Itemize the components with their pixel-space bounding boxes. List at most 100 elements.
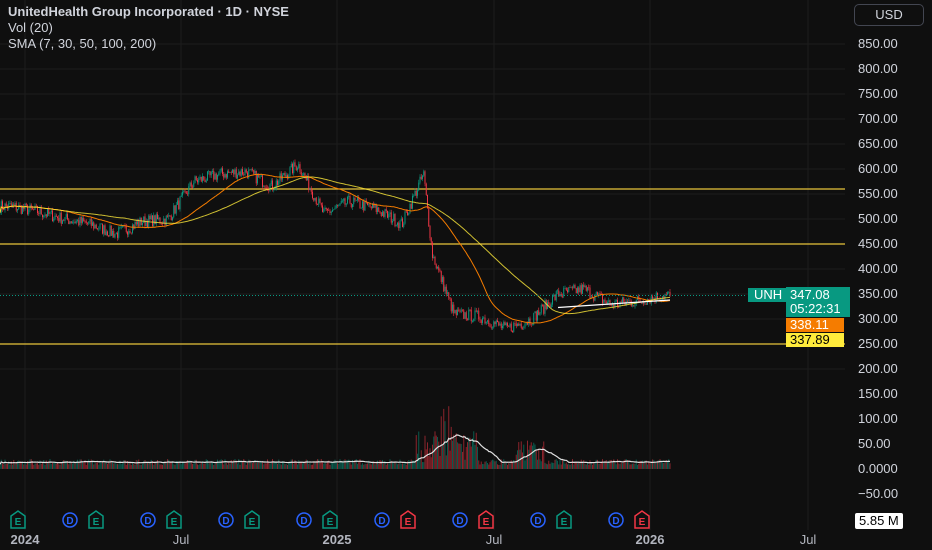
volume-bar xyxy=(212,462,213,469)
volume-bar xyxy=(89,460,91,469)
candle xyxy=(525,323,527,324)
candle xyxy=(532,324,533,326)
volume-bar xyxy=(589,460,591,469)
volume-bar xyxy=(397,464,398,469)
volume-bar xyxy=(94,463,96,469)
candle xyxy=(140,217,142,226)
candle xyxy=(323,209,325,212)
candle xyxy=(209,171,211,176)
price-axis-label: 550.00 xyxy=(858,186,898,201)
candle xyxy=(479,319,481,321)
candle xyxy=(355,200,357,201)
candle xyxy=(594,294,596,301)
volume-bar xyxy=(198,464,200,469)
candle xyxy=(373,203,375,208)
volume-bar xyxy=(648,461,650,469)
candle xyxy=(158,217,160,220)
volume-bar xyxy=(508,463,510,469)
volume-bar xyxy=(319,462,321,469)
dividend-letter: D xyxy=(456,516,463,527)
volume-bar xyxy=(153,464,155,469)
candle xyxy=(405,211,407,213)
candle xyxy=(439,270,441,272)
price-axis-label: 450.00 xyxy=(858,236,898,251)
candle xyxy=(454,310,456,314)
volume-bar xyxy=(297,464,298,469)
volume-bar xyxy=(597,459,598,469)
volume-bar xyxy=(389,459,391,469)
candle xyxy=(284,172,286,177)
candle xyxy=(329,210,331,214)
candle xyxy=(82,218,83,223)
sma-indicator-label[interactable]: SMA (7, 30, 50, 100, 200) xyxy=(8,36,157,51)
candle xyxy=(143,216,145,224)
candle xyxy=(32,207,33,209)
volume-bar xyxy=(662,462,663,469)
volume-bar xyxy=(217,459,218,469)
volume-bar xyxy=(463,435,465,469)
dividend-icon xyxy=(374,512,390,528)
candle xyxy=(97,228,98,230)
chart-legend: UnitedHealth Group Incorporated · 1D · N… xyxy=(8,4,289,52)
candle xyxy=(33,208,35,210)
candle xyxy=(332,209,333,212)
volume-bar xyxy=(52,462,53,469)
volume-bar xyxy=(253,462,255,469)
candle xyxy=(104,225,106,236)
volume-bar xyxy=(633,463,635,469)
candle xyxy=(389,212,391,215)
volume-bar xyxy=(305,459,307,469)
candle xyxy=(220,168,222,171)
volume-bar xyxy=(112,461,113,469)
candle xyxy=(294,162,296,167)
candle xyxy=(379,211,381,213)
candle xyxy=(563,288,565,297)
candle xyxy=(155,214,157,225)
candle xyxy=(544,300,546,314)
candle xyxy=(113,230,115,238)
candle xyxy=(322,205,323,212)
candle xyxy=(312,191,313,199)
candle xyxy=(609,300,611,304)
candle xyxy=(543,305,545,314)
candle xyxy=(552,296,553,305)
dividend-letter: D xyxy=(66,516,73,527)
volume-bar xyxy=(527,440,528,469)
candle xyxy=(108,235,110,237)
price-axis-label: 350.00 xyxy=(858,286,898,301)
candle xyxy=(109,225,111,237)
volume-bar xyxy=(443,408,445,469)
volume-bar xyxy=(335,462,337,469)
volume-bar xyxy=(472,438,473,469)
candle xyxy=(548,302,550,304)
candle xyxy=(134,221,136,229)
candle xyxy=(330,211,332,214)
candle xyxy=(348,196,350,197)
volume-bar xyxy=(234,459,236,469)
candle xyxy=(133,224,135,229)
volume-bar xyxy=(425,449,427,469)
candle xyxy=(417,190,418,196)
volume-bar xyxy=(653,459,655,469)
candle xyxy=(617,300,618,306)
volume-bar xyxy=(543,441,545,469)
dividend-letter: D xyxy=(534,516,541,527)
volume-bar xyxy=(238,459,240,469)
candle xyxy=(414,190,416,196)
sma-yellow-badge: 337.89 xyxy=(786,333,844,347)
volume-bar xyxy=(610,459,612,469)
volume-bar xyxy=(105,462,107,469)
volume-bar xyxy=(447,441,448,469)
volume-bar xyxy=(370,464,372,469)
volume-bar xyxy=(419,457,421,469)
volume-indicator-label[interactable]: Vol (20) xyxy=(8,20,53,35)
volume-bar xyxy=(503,459,505,469)
candle xyxy=(73,221,75,223)
volume-bar xyxy=(108,461,110,469)
candle xyxy=(70,221,72,224)
candle xyxy=(490,326,492,328)
volume-bar xyxy=(622,463,623,469)
currency-button[interactable]: USD xyxy=(854,4,924,26)
volume-bar xyxy=(288,463,290,469)
